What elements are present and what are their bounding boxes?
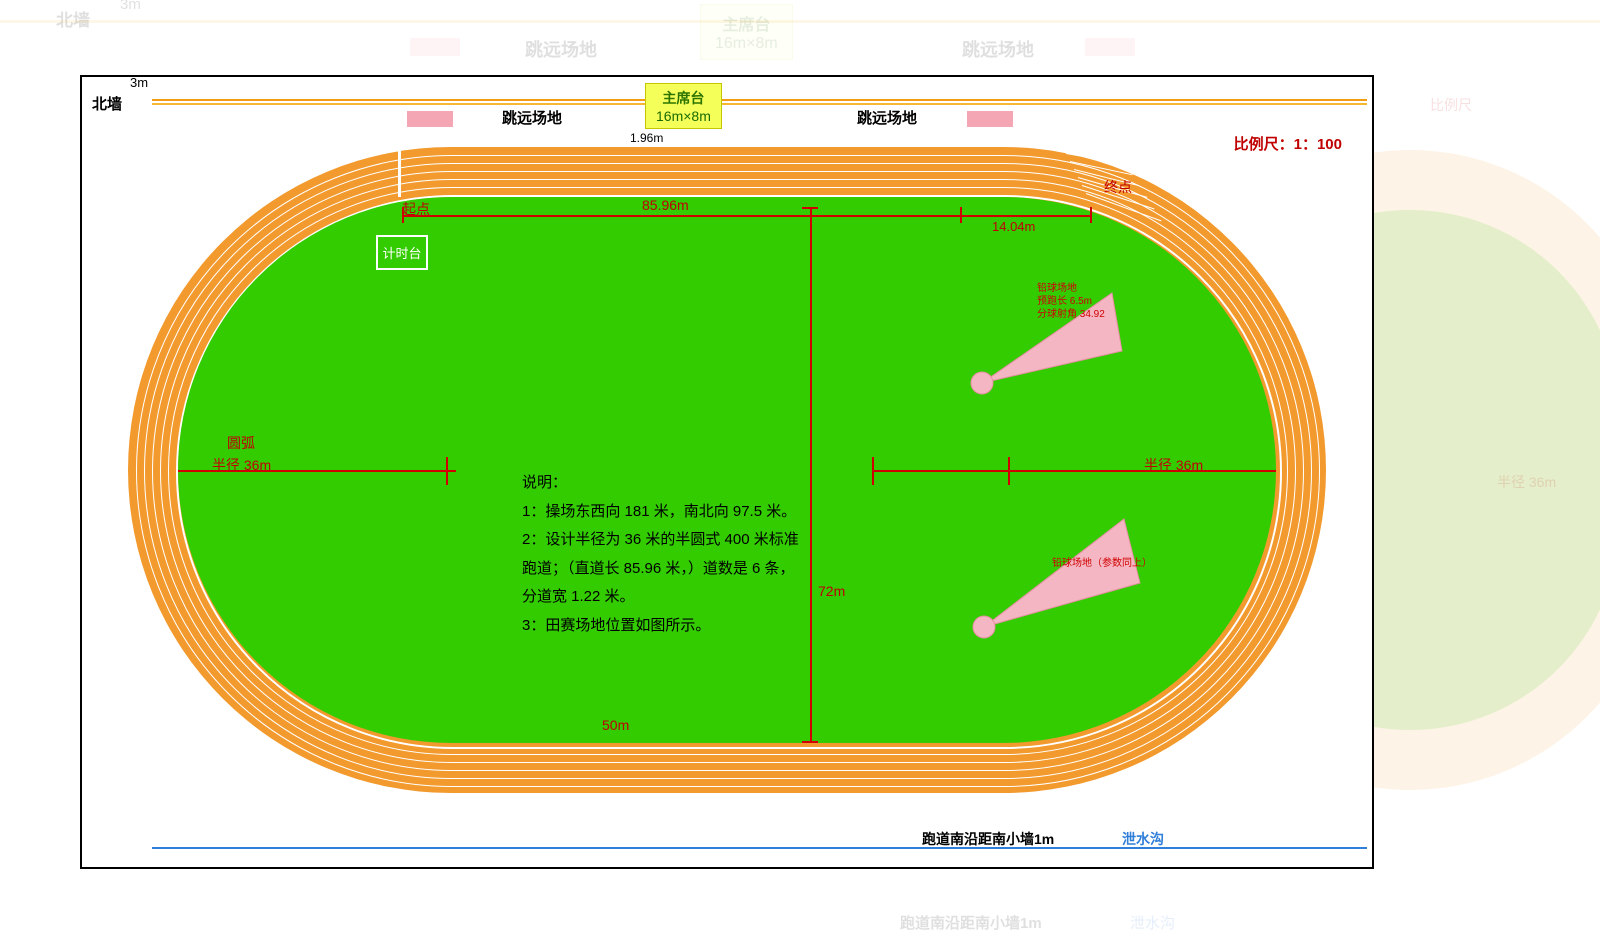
desc-l2: 2：设计半径为 36 米的半圆式 400 米标准跑道；（直道长 85.96 米，… (522, 526, 802, 612)
finish-label: 终点 (1104, 177, 1132, 197)
dim-straight-label: 85.96m (642, 197, 689, 213)
ghost-bottom-note: 跑道南沿距南小墙1m (900, 912, 1042, 933)
start-line (398, 147, 401, 197)
dim-end (962, 215, 1092, 217)
longjump-pit-right (967, 111, 1013, 127)
ghost-radius-right: 半径 36m (1497, 472, 1556, 492)
ghost-3m: 3m (120, 0, 141, 13)
dim-straight-tick-l (402, 207, 404, 223)
rostrum-title: 主席台 (656, 88, 711, 108)
desc-l1: 1：操场东西向 181 米，南北向 97.5 米。 (522, 498, 802, 527)
gap-1-96: 1.96m (630, 131, 663, 145)
desc-l3: 3：田赛场地位置如图所示。 (522, 612, 802, 641)
ghost-wall-line (0, 20, 1600, 23)
north-wall-label: 北墙 (92, 93, 122, 114)
ghost-drain: 泄水沟 (1130, 912, 1175, 933)
ghost-north-wall: 北墙 (56, 6, 90, 31)
radius-right-tick-l (872, 457, 874, 485)
timing-box: 计时台 (376, 235, 428, 270)
scale-label: 比例尺：1：100 (1234, 133, 1342, 154)
radius-right-tick-m (1008, 457, 1010, 485)
diagram-frame: 3m 北墙 跳远场地 跳远场地 主席台 16m×8m 1.96m 比例尺：1：1… (80, 75, 1374, 869)
radius-left-tick-h (440, 470, 456, 472)
radius-right-line (872, 470, 1276, 472)
longjump-label-left: 跳远场地 (502, 107, 562, 128)
dim-end-label: 14.04m (992, 219, 1035, 234)
ghost-longjump-right: 跳远场地 (962, 36, 1034, 62)
shotput-sector-lower (952, 497, 1152, 647)
ghost-longjump-left: 跳远场地 (525, 36, 597, 62)
north-wall-line (152, 99, 1367, 101)
sector-lower-label: 铅球场地（参数同上） (1052, 557, 1152, 570)
ghost-pink-left (410, 38, 460, 56)
rostrum: 主席台 16m×8m (645, 83, 722, 129)
longjump-pit-left (407, 111, 453, 127)
radius-left-label: 半径 36m (212, 455, 271, 475)
dim-72m-line (810, 207, 812, 743)
sector-upper-label: 铅球场地 预跑长 6.5m 分球射角 34.92 (1037, 282, 1105, 321)
dim-72m-label: 72m (818, 583, 845, 599)
north-wall-line2 (152, 103, 1367, 105)
dim-72m-tick-t (802, 207, 818, 209)
description-block: 说明： 1：操场东西向 181 米，南北向 97.5 米。 2：设计半径为 36… (522, 469, 802, 640)
ghost-rostrum: 主席台 16m×8m (700, 4, 793, 60)
arc-label: 圆弧 (227, 433, 255, 453)
dim-straight (402, 215, 962, 217)
dim-end-tick (1090, 207, 1092, 223)
ghost-scale: 比例尺 (1430, 95, 1472, 115)
ghost-pink-right (1085, 38, 1135, 56)
rostrum-dims: 16m×8m (656, 108, 711, 124)
dim-72m-tick-b (802, 741, 818, 743)
longjump-label-right: 跳远场地 (857, 107, 917, 128)
dim-50m-label: 50m (602, 717, 629, 733)
radius-right-label: 半径 36m (1144, 455, 1203, 475)
desc-heading: 说明： (522, 469, 802, 498)
drain-line (152, 847, 1367, 849)
three-m-label: 3m (130, 75, 148, 90)
bottom-note: 跑道南沿距南小墙1m (922, 829, 1054, 849)
drain-label: 泄水沟 (1122, 829, 1164, 849)
